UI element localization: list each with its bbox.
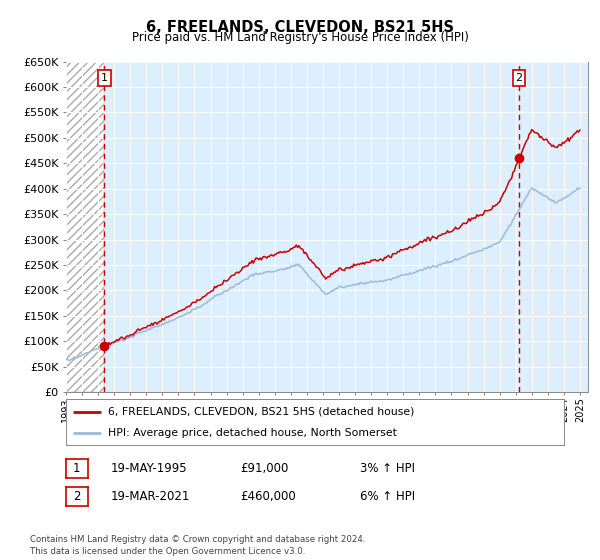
Text: 1: 1 — [101, 73, 108, 83]
Text: 19-MAR-2021: 19-MAR-2021 — [111, 490, 190, 503]
Text: HPI: Average price, detached house, North Somerset: HPI: Average price, detached house, Nort… — [109, 428, 397, 438]
Text: 6, FREELANDS, CLEVEDON, BS21 5HS (detached house): 6, FREELANDS, CLEVEDON, BS21 5HS (detach… — [109, 407, 415, 417]
Text: 2: 2 — [73, 490, 80, 503]
Text: 19-MAY-1995: 19-MAY-1995 — [111, 462, 188, 475]
Text: 3% ↑ HPI: 3% ↑ HPI — [360, 462, 415, 475]
Text: 6% ↑ HPI: 6% ↑ HPI — [360, 490, 415, 503]
Text: £460,000: £460,000 — [240, 490, 296, 503]
Text: Price paid vs. HM Land Registry's House Price Index (HPI): Price paid vs. HM Land Registry's House … — [131, 31, 469, 44]
Text: 1: 1 — [73, 462, 80, 475]
Text: £91,000: £91,000 — [240, 462, 289, 475]
Text: Contains HM Land Registry data © Crown copyright and database right 2024.
This d: Contains HM Land Registry data © Crown c… — [30, 535, 365, 556]
Text: 2: 2 — [515, 73, 523, 83]
Text: 6, FREELANDS, CLEVEDON, BS21 5HS: 6, FREELANDS, CLEVEDON, BS21 5HS — [146, 20, 454, 35]
